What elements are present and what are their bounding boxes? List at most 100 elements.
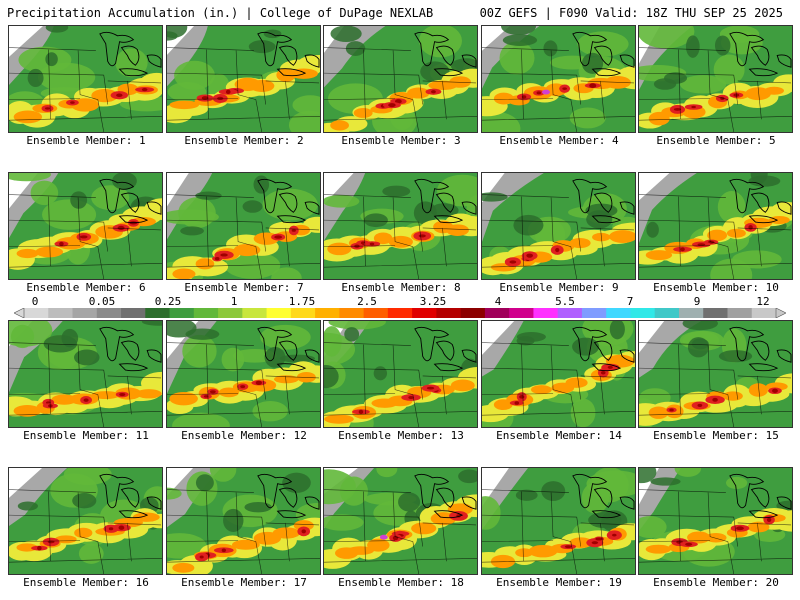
colorbar-segment [218,308,243,318]
colorbar-tick-label: 12 [756,295,770,308]
precip-map [482,468,635,574]
precip-map [639,173,792,279]
colorbar-segment [727,308,753,318]
colorbar-tick-label: 3.25 [419,295,447,308]
precip-map [639,26,792,132]
colorbar-segment [48,308,74,318]
member-map-panel [8,467,163,575]
colorbar-segment [169,308,195,318]
member-caption: Ensemble Member: 20 [653,576,779,589]
colorbar-segment [242,308,268,318]
colorbar-segment [533,308,559,318]
colorbar [14,308,786,318]
member-map-panel [166,172,321,280]
member-caption: Ensemble Member: 7 [184,281,304,294]
precip-map [167,173,320,279]
colorbar-graphic [14,308,786,318]
precip-map [167,468,320,574]
chart-title: Precipitation Accumulation (in.) | Colle… [7,6,434,20]
colorbar-tick-label: 0.05 [88,295,116,308]
colorbar-segment [460,308,486,318]
precip-map [324,321,477,427]
colorbar-segment [557,308,583,318]
member-map-panel [323,172,478,280]
colorbar-segment [315,308,340,318]
colorbar-segment [145,308,171,318]
member-map-panel [323,25,478,133]
colorbar-tick-label: 0 [31,295,39,308]
member-map-panel [8,172,163,280]
colorbar-tick-label: 4 [494,295,502,308]
colorbar-tick-label: 1 [230,295,238,308]
precip-map [324,26,477,132]
colorbar-segment [484,308,510,318]
colorbar-segment [751,308,777,318]
precip-map [9,468,162,574]
member-caption: Ensemble Member: 17 [181,576,307,589]
colorbar-segment [630,308,656,318]
member-caption: Ensemble Member: 14 [496,429,622,442]
precip-map [9,173,162,279]
colorbar-right-arrow [775,308,786,318]
precip-map [324,173,477,279]
colorbar-segment [72,308,98,318]
colorbar-left-arrow [14,308,25,318]
precip-map [324,468,477,574]
precip-map [482,173,635,279]
colorbar-segment [266,308,292,318]
member-caption: Ensemble Member: 15 [653,429,779,442]
member-caption: Ensemble Member: 4 [499,134,619,147]
member-caption: Ensemble Member: 8 [341,281,461,294]
precip-map [167,321,320,427]
member-map-panel [323,467,478,575]
member-caption: Ensemble Member: 10 [653,281,779,294]
colorbar-segment [436,308,462,318]
member-caption: Ensemble Member: 12 [181,429,307,442]
member-map-panel [323,320,478,428]
member-caption: Ensemble Member: 2 [184,134,304,147]
colorbar-tick-label: 9 [693,295,701,308]
member-caption: Ensemble Member: 11 [23,429,149,442]
precip-map [9,321,162,427]
colorbar-segment [581,308,607,318]
member-map-panel [166,467,321,575]
member-map-panel [481,320,636,428]
precip-map [639,321,792,427]
member-map-panel [8,25,163,133]
member-map-panel [638,320,793,428]
colorbar-segment [121,308,146,318]
colorbar-tick-label: 0.25 [154,295,182,308]
member-map-panel [481,172,636,280]
colorbar-segment [290,308,316,318]
colorbar-segment [678,308,704,318]
colorbar-segment [703,308,728,318]
precip-map [167,26,320,132]
member-map-panel [638,467,793,575]
member-map-panel [8,320,163,428]
colorbar-tick-label: 5.5 [555,295,575,308]
member-caption: Ensemble Member: 1 [26,134,146,147]
colorbar-segment [96,308,122,318]
precip-map [482,26,635,132]
member-map-panel [166,320,321,428]
member-map-panel [638,25,793,133]
colorbar-segment [412,308,437,318]
colorbar-segment [339,308,365,318]
precip-map [9,26,162,132]
colorbar-tick-label: 7 [626,295,634,308]
member-map-panel [481,467,636,575]
member-caption: Ensemble Member: 18 [338,576,464,589]
colorbar-segment [654,308,680,318]
member-caption: Ensemble Member: 3 [341,134,461,147]
member-caption: Ensemble Member: 5 [656,134,776,147]
colorbar-segment [193,308,219,318]
colorbar-segment [363,308,389,318]
colorbar-tick-label: 2.5 [357,295,377,308]
colorbar-segment [509,308,534,318]
colorbar-segment [387,308,413,318]
colorbar-tick-label: 1.75 [288,295,316,308]
member-map-panel [166,25,321,133]
member-caption: Ensemble Member: 19 [496,576,622,589]
member-caption: Ensemble Member: 9 [499,281,619,294]
precip-map [639,468,792,574]
